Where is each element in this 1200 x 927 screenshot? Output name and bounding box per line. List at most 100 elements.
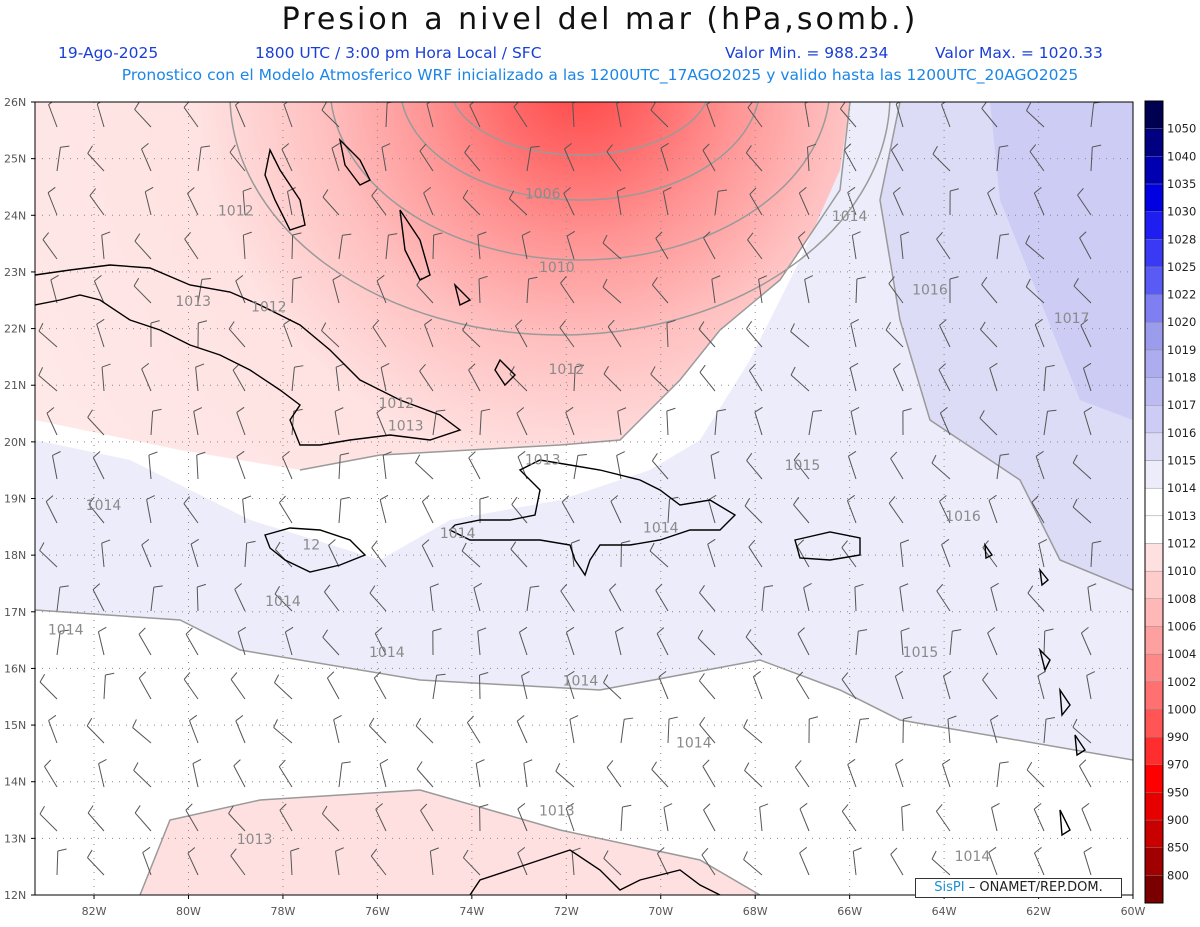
wind-barb bbox=[649, 542, 669, 568]
lon-tick-label: 78W bbox=[270, 905, 295, 918]
wind-barb bbox=[86, 717, 105, 744]
high-pressure-peak bbox=[990, 102, 1133, 420]
isobar-label: 1014 bbox=[440, 526, 476, 542]
wind-barb bbox=[134, 233, 152, 260]
wind-barb bbox=[982, 672, 998, 700]
wind-barb bbox=[1083, 846, 1092, 876]
wind-barb bbox=[843, 143, 857, 172]
wind-barb bbox=[464, 144, 481, 172]
wind-barb bbox=[758, 275, 768, 304]
wind-barb bbox=[462, 189, 481, 216]
colorbar-label: 1050 bbox=[1167, 122, 1196, 136]
colorbar-label: 800 bbox=[1167, 868, 1189, 882]
wind-barb bbox=[44, 759, 58, 788]
wind-barb bbox=[744, 762, 763, 788]
wind-barb bbox=[747, 232, 763, 260]
wind-barb bbox=[46, 407, 58, 436]
wind-barb bbox=[745, 629, 763, 656]
wind-barb bbox=[698, 673, 716, 700]
wind-barb bbox=[132, 719, 152, 744]
wind-barb bbox=[424, 318, 434, 348]
colorbar-swatch bbox=[1144, 709, 1164, 738]
wind-barb bbox=[138, 627, 152, 656]
wind-barb bbox=[432, 232, 443, 260]
wind-barb bbox=[286, 187, 296, 216]
wind-barb bbox=[939, 407, 951, 436]
wind-barb bbox=[479, 496, 489, 524]
max-value: Valor Max. = 1020.33 bbox=[935, 44, 1103, 62]
wind-barb bbox=[468, 363, 481, 392]
lon-tick-label: 60W bbox=[1121, 905, 1146, 918]
wind-barb bbox=[566, 230, 576, 260]
wind-barb bbox=[759, 803, 769, 832]
isobar-label: 1012 bbox=[548, 362, 584, 378]
wind-barb bbox=[1034, 846, 1045, 876]
southern-low-area bbox=[140, 790, 760, 895]
wind-barb bbox=[515, 319, 528, 348]
colorbar-swatch bbox=[1144, 432, 1164, 461]
wind-barb bbox=[703, 803, 716, 832]
high-pressure-area bbox=[35, 102, 1133, 895]
wind-barb bbox=[321, 805, 340, 832]
isobar-label: 1014 bbox=[643, 520, 679, 536]
wind-barb bbox=[236, 450, 246, 480]
wind-barb bbox=[415, 454, 434, 480]
wind-barb bbox=[429, 583, 439, 612]
wind-barb bbox=[941, 102, 951, 128]
colorbar-label: 1002 bbox=[1167, 675, 1196, 689]
isobar-label: 1006 bbox=[525, 186, 561, 202]
wind-barb bbox=[242, 495, 252, 524]
wind-barb bbox=[987, 186, 998, 216]
wind-barb bbox=[895, 102, 904, 128]
wind-barb bbox=[274, 585, 293, 612]
wind-barb bbox=[42, 232, 58, 260]
pressure-field: 1006 1010 1012 1012 1012 1012 1013 1013 1013 1013… bbox=[35, 102, 1133, 895]
colorbar-swatch bbox=[1144, 515, 1164, 544]
isobar-label: 1014 bbox=[265, 594, 301, 610]
wind-barb bbox=[523, 759, 533, 788]
wind-barb bbox=[603, 850, 622, 876]
wind-barb bbox=[892, 363, 904, 392]
wind-barb bbox=[273, 719, 293, 744]
wind-barb bbox=[332, 274, 341, 304]
wind-barb bbox=[651, 761, 669, 788]
wind-barb bbox=[228, 805, 246, 832]
page-title: Presion a nivel del mar (hPa,somb.) bbox=[281, 2, 919, 37]
wind-barb bbox=[651, 277, 669, 304]
wind-barb bbox=[38, 367, 58, 392]
colorbar-swatch bbox=[1144, 183, 1164, 212]
wind-barb bbox=[932, 146, 951, 172]
wind-barb bbox=[196, 583, 206, 612]
wind-barb bbox=[195, 363, 205, 392]
wind-barb bbox=[894, 670, 904, 700]
isobar-label: 1013 bbox=[237, 832, 273, 848]
wind-barb bbox=[702, 143, 716, 172]
wind-barb bbox=[432, 409, 446, 436]
wind-barb bbox=[473, 582, 482, 612]
lat-tick-label: 24N bbox=[4, 209, 26, 222]
wind-barb bbox=[89, 188, 105, 216]
wind-barb bbox=[193, 407, 203, 436]
wind-barb bbox=[421, 495, 434, 524]
colorbar-label: 1025 bbox=[1167, 260, 1196, 274]
wind-barb bbox=[573, 453, 587, 480]
wind-barb bbox=[799, 846, 810, 876]
wind-barb bbox=[620, 804, 632, 832]
wind-barb bbox=[666, 407, 676, 436]
wind-barb bbox=[714, 409, 726, 436]
colorbar-label: 1035 bbox=[1167, 177, 1196, 191]
wind-barb bbox=[902, 716, 913, 744]
wind-barb bbox=[50, 274, 59, 304]
wind-barb bbox=[620, 540, 631, 568]
isobars bbox=[35, 102, 1133, 895]
wind-barb bbox=[183, 496, 199, 524]
wind-barb bbox=[942, 670, 952, 700]
cuba-coast bbox=[35, 264, 462, 446]
wind-barb bbox=[798, 187, 810, 216]
wind-barb bbox=[429, 847, 439, 876]
wind-barb bbox=[185, 627, 199, 656]
wind-barb bbox=[988, 494, 998, 524]
wind-barb bbox=[511, 496, 528, 524]
colorbar-label: 1004 bbox=[1167, 647, 1196, 661]
wind-barb bbox=[376, 274, 387, 304]
